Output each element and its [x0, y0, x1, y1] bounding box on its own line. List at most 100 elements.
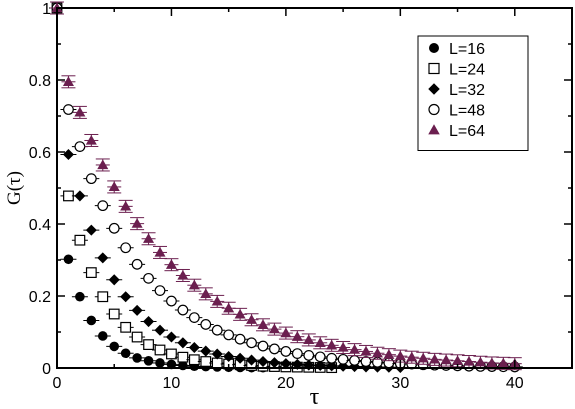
legend-label: L=32	[449, 82, 485, 99]
data-point	[223, 329, 235, 341]
x-tick-label: 10	[163, 375, 181, 392]
y-tick-label: 1	[42, 1, 51, 18]
legend: L=16 L=24 L=32 L=48 L=64	[417, 35, 529, 151]
legend-label: L=48	[449, 103, 485, 120]
data-point	[74, 141, 86, 153]
data-point	[257, 356, 269, 368]
data-point	[143, 233, 155, 243]
x-tick-label: 30	[391, 375, 409, 392]
data-point	[97, 331, 108, 341]
data-point	[131, 218, 143, 228]
data-point	[406, 351, 418, 362]
data-point	[188, 341, 200, 353]
data-point	[120, 200, 132, 211]
data-point	[246, 314, 258, 324]
data-point	[280, 327, 292, 338]
y-axis-label: G(τ)	[4, 171, 25, 205]
data-point	[211, 295, 223, 306]
data-point	[326, 339, 338, 350]
data-point	[120, 348, 131, 359]
data-point	[291, 348, 303, 360]
data-point	[200, 319, 212, 330]
y-tick-label: 0.6	[29, 145, 51, 162]
data-point	[188, 312, 200, 324]
series-L=64	[50, 1, 522, 371]
legend-marker	[428, 62, 440, 75]
data-point	[200, 356, 212, 367]
data-point	[120, 321, 132, 333]
x-tick-label: 20	[277, 375, 295, 392]
data-point	[291, 331, 303, 341]
data-point	[268, 323, 280, 334]
legend-label: L=16	[449, 41, 485, 58]
data-point	[177, 351, 189, 363]
data-point	[97, 200, 109, 212]
legend-label: L=24	[449, 62, 485, 79]
data-point	[166, 295, 177, 307]
data-point	[188, 354, 200, 366]
data-point	[143, 356, 154, 366]
data-point	[257, 340, 269, 352]
data-point	[62, 149, 74, 161]
data-point	[74, 190, 86, 202]
data-point	[417, 352, 429, 363]
data-point	[154, 324, 166, 336]
legend-marker	[428, 124, 440, 135]
data-point	[74, 106, 86, 117]
data-point	[120, 291, 132, 303]
data-point	[188, 279, 200, 290]
data-point	[143, 272, 154, 284]
data-point	[177, 337, 189, 349]
data-point	[268, 357, 280, 369]
data-point	[486, 357, 498, 368]
data-point	[303, 350, 315, 361]
data-point	[211, 324, 223, 336]
x-tick-label: 0	[53, 375, 62, 392]
data-point	[280, 346, 292, 357]
data-point	[86, 315, 97, 326]
data-point	[337, 341, 349, 352]
data-point	[154, 285, 166, 297]
data-point	[97, 159, 109, 170]
data-point	[63, 254, 74, 265]
data-point	[131, 331, 143, 343]
data-point	[132, 353, 142, 363]
series-L=32	[49, 2, 409, 373]
data-point	[75, 291, 85, 302]
data-point	[474, 356, 486, 367]
data-point	[497, 357, 509, 368]
data-point	[303, 334, 315, 345]
data-point	[166, 348, 177, 360]
data-point	[143, 339, 154, 350]
y-tick-label: 0	[42, 361, 51, 378]
data-point	[63, 104, 74, 115]
y-tick-label: 0.4	[29, 217, 51, 234]
data-point	[74, 234, 86, 246]
data-point	[143, 316, 155, 328]
data-point	[108, 181, 120, 192]
data-point	[154, 246, 166, 257]
legend-label: L=64	[449, 123, 485, 140]
data-point	[371, 347, 383, 358]
data-point	[269, 343, 280, 355]
data-point	[246, 354, 258, 366]
data-point	[440, 354, 452, 365]
data-point	[429, 353, 441, 364]
data-point	[108, 222, 120, 234]
data-point	[165, 259, 177, 269]
data-point	[337, 353, 349, 365]
data-point	[165, 331, 177, 343]
data-point	[349, 344, 361, 354]
data-point	[177, 304, 189, 316]
data-point	[349, 355, 360, 366]
data-point	[223, 350, 235, 362]
data-point	[63, 190, 74, 202]
data-point	[234, 333, 246, 345]
x-axis-label: τ	[310, 384, 320, 409]
data-point	[97, 291, 109, 303]
data-point	[326, 352, 338, 364]
x-tick-label: 40	[506, 375, 524, 392]
legend-marker	[429, 43, 439, 53]
data-point	[85, 134, 97, 145]
data-point	[314, 337, 326, 347]
